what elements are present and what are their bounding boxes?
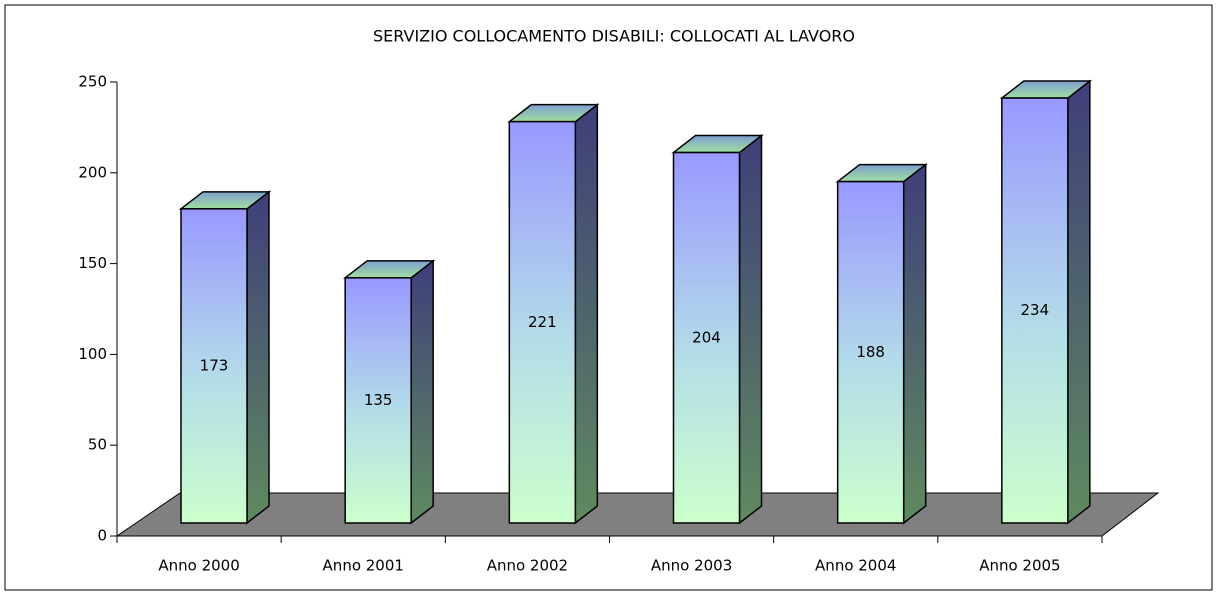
bar xyxy=(507,103,600,525)
bar-side xyxy=(902,163,927,525)
bar-side xyxy=(246,190,270,525)
value-label: 221 xyxy=(528,313,557,331)
value-label: 188 xyxy=(856,343,885,361)
x-tick-label: Anno 2005 xyxy=(979,557,1060,575)
bar xyxy=(671,134,764,525)
bar-front xyxy=(180,208,248,524)
y-tick-label: 0 xyxy=(97,527,107,545)
bar-side xyxy=(1067,79,1091,525)
y-tick-label: 250 xyxy=(78,73,107,91)
bar xyxy=(999,79,1093,525)
value-label: 135 xyxy=(364,391,393,409)
chart-title: SERVIZIO COLLOCAMENTO DISABILI: COLLOCAT… xyxy=(373,27,855,46)
x-tick-label: Anno 2000 xyxy=(158,557,239,575)
bar-side xyxy=(738,134,763,525)
bar-front xyxy=(1001,97,1069,524)
x-tick-label: Anno 2002 xyxy=(487,557,568,575)
bar-front xyxy=(836,180,905,524)
bar xyxy=(835,163,928,525)
value-label: 234 xyxy=(1021,301,1050,319)
bar-side xyxy=(410,259,434,525)
x-tick-label: Anno 2003 xyxy=(651,557,732,575)
y-tick-label: 150 xyxy=(78,254,107,272)
y-tick-label: 100 xyxy=(78,345,107,363)
bar-front xyxy=(344,277,412,524)
bar xyxy=(178,190,272,525)
x-tick-label: Anno 2001 xyxy=(323,557,404,575)
x-tick-label: Anno 2004 xyxy=(815,557,896,575)
value-label: 173 xyxy=(200,356,229,374)
bar-front xyxy=(508,120,577,524)
y-tick-label: 50 xyxy=(88,436,107,454)
bar xyxy=(342,259,436,525)
bar-front xyxy=(672,151,741,524)
y-tick-label: 200 xyxy=(78,163,107,181)
value-label: 204 xyxy=(692,328,721,346)
bar-side xyxy=(574,103,599,525)
